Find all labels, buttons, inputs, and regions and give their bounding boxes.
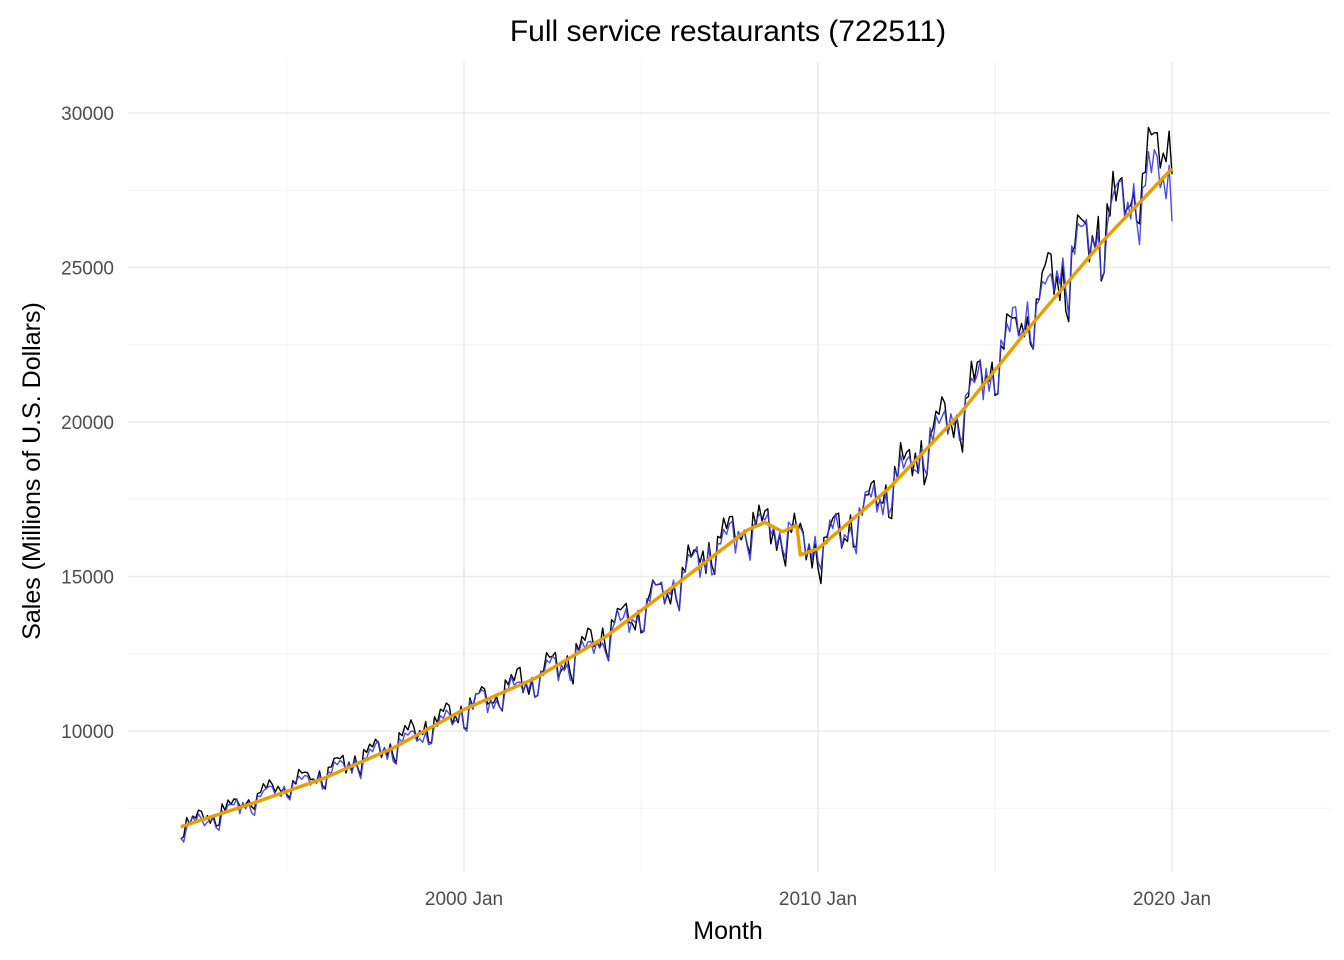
y-tick-label: 15000 xyxy=(61,568,114,589)
chart-title: Full service restaurants (722511) xyxy=(510,15,946,48)
series-line-observed xyxy=(180,126,1173,840)
series-layer xyxy=(180,126,1174,843)
series-line-fitted xyxy=(180,148,1173,843)
y-tick-label: 10000 xyxy=(61,722,114,743)
y-tick-labels: 10000 15000 20000 25000 30000 xyxy=(61,104,114,743)
series-line-trend xyxy=(180,167,1174,829)
x-tick-label: 2010 Jan xyxy=(779,889,857,910)
x-tick-labels: 2000 Jan 2010 Jan 2020 Jan xyxy=(425,889,1211,910)
x-tick-label: 2020 Jan xyxy=(1133,889,1211,910)
y-axis-title: Sales (Millions of U.S. Dollars) xyxy=(18,302,46,640)
x-axis-title: Month xyxy=(693,917,762,945)
y-tick-label: 25000 xyxy=(61,259,114,280)
y-tick-label: 30000 xyxy=(61,104,114,125)
minor-gridlines xyxy=(128,62,1330,872)
major-gridlines xyxy=(128,62,1330,872)
x-tick-label: 2000 Jan xyxy=(425,889,503,910)
y-tick-label: 20000 xyxy=(61,413,114,434)
